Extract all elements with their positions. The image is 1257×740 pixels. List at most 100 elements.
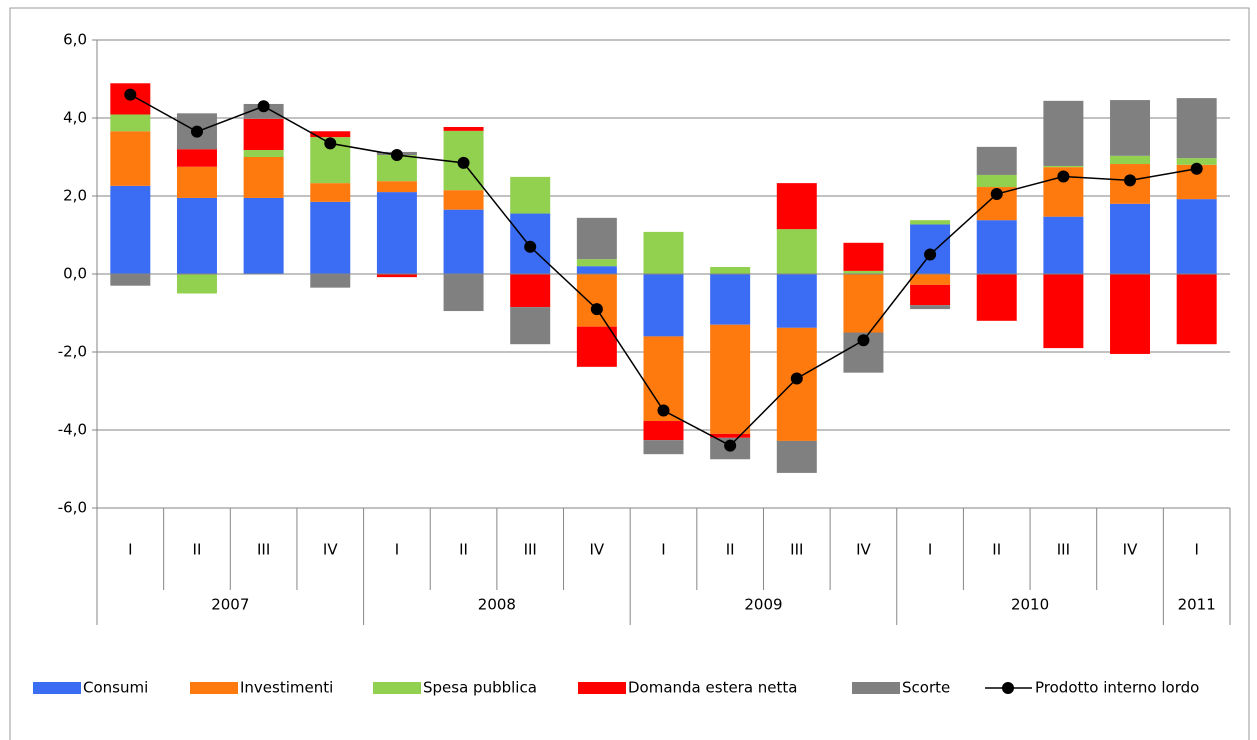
bar-segment bbox=[710, 266, 751, 274]
legend-label: Prodotto interno lordo bbox=[1035, 679, 1199, 697]
bar-segment bbox=[1110, 203, 1151, 274]
legend-label: Investimenti bbox=[240, 679, 333, 697]
bar-segment bbox=[376, 192, 417, 274]
y-tick-label: 2,0 bbox=[63, 187, 87, 205]
group-label: 2007 bbox=[211, 596, 249, 614]
bar-segment bbox=[1176, 98, 1217, 159]
bar-segment bbox=[1043, 274, 1084, 349]
bar-segment bbox=[243, 118, 284, 150]
line-point bbox=[990, 188, 1003, 201]
bar-segment bbox=[110, 274, 151, 286]
bar-segment bbox=[310, 274, 351, 288]
bar-segment bbox=[710, 274, 751, 325]
x-tick-label: I bbox=[395, 541, 399, 559]
x-tick-label: II bbox=[193, 541, 202, 559]
y-tick-label: -2,0 bbox=[58, 343, 87, 361]
x-tick-label: II bbox=[992, 541, 1001, 559]
bar-segment bbox=[176, 197, 217, 274]
x-tick-label: I bbox=[928, 541, 932, 559]
x-tick-label: III bbox=[257, 541, 270, 559]
bar-segment bbox=[1110, 100, 1151, 156]
bar-segment bbox=[376, 274, 417, 278]
bar-segment bbox=[510, 176, 551, 214]
y-tick-label: 6,0 bbox=[63, 31, 87, 49]
bar-segment bbox=[443, 274, 484, 312]
x-tick-label: II bbox=[459, 541, 468, 559]
bar-segment bbox=[110, 185, 151, 274]
line-point bbox=[524, 240, 537, 253]
bar-segment bbox=[1110, 155, 1151, 165]
line-point bbox=[1124, 174, 1137, 187]
group-label: 2010 bbox=[1011, 596, 1049, 614]
x-tick-label: IV bbox=[323, 541, 338, 559]
chart-frame bbox=[9, 7, 1250, 740]
bar-segment bbox=[376, 181, 417, 193]
bar-segment bbox=[1176, 158, 1217, 165]
line-point bbox=[1190, 162, 1203, 175]
bar-segment bbox=[443, 209, 484, 274]
bar-segment bbox=[443, 126, 484, 131]
bar-segment bbox=[1043, 216, 1084, 274]
legend-swatch bbox=[852, 682, 900, 694]
bar-segment bbox=[843, 270, 884, 274]
bar-segment bbox=[843, 274, 884, 333]
legend-label: Scorte bbox=[902, 679, 950, 697]
bar-segment bbox=[910, 220, 951, 225]
bar-segment bbox=[510, 274, 551, 308]
line-point bbox=[190, 125, 203, 138]
bar-segment bbox=[976, 146, 1017, 175]
bar-segment bbox=[910, 274, 951, 285]
line-point bbox=[857, 334, 870, 347]
bar-segment bbox=[310, 183, 351, 202]
x-tick-label: I bbox=[128, 541, 132, 559]
line-point bbox=[257, 100, 270, 113]
bar-segment bbox=[1176, 274, 1217, 345]
line-point bbox=[724, 439, 737, 452]
legend-label: Spesa pubblica bbox=[423, 679, 537, 697]
group-label: 2009 bbox=[744, 596, 782, 614]
bar-segment bbox=[576, 259, 617, 267]
bar-segment bbox=[243, 149, 284, 157]
y-tick-label: -4,0 bbox=[58, 421, 87, 439]
y-tick-label: 0,0 bbox=[63, 265, 87, 283]
bar-segment bbox=[776, 274, 817, 328]
x-tick-label: I bbox=[661, 541, 665, 559]
bar-segment bbox=[176, 166, 217, 198]
bar-segment bbox=[976, 220, 1017, 274]
bar-segment bbox=[243, 197, 284, 274]
bar-segment bbox=[110, 131, 151, 186]
legend-swatch bbox=[373, 682, 421, 694]
bar-segment bbox=[910, 284, 951, 306]
bar-segment bbox=[176, 274, 217, 294]
bar-segment bbox=[843, 242, 884, 271]
line-point bbox=[657, 404, 670, 417]
line-point bbox=[924, 248, 937, 261]
bar-segment bbox=[643, 231, 684, 274]
x-tick-label: III bbox=[524, 541, 537, 559]
x-tick-label: III bbox=[790, 541, 803, 559]
bar-segment bbox=[310, 131, 351, 138]
group-label: 2011 bbox=[1178, 596, 1216, 614]
line-point bbox=[590, 303, 603, 316]
x-tick-label: IV bbox=[856, 541, 871, 559]
bar-segment bbox=[643, 421, 684, 441]
x-tick-label: IV bbox=[1123, 541, 1138, 559]
x-tick-label: II bbox=[726, 541, 735, 559]
y-tick-label: 4,0 bbox=[63, 109, 87, 127]
bar-segment bbox=[710, 433, 751, 438]
bar-segment bbox=[443, 190, 484, 210]
legend-swatch bbox=[578, 682, 626, 694]
line-point bbox=[124, 88, 137, 101]
bar-segment bbox=[776, 183, 817, 230]
line-point bbox=[1057, 170, 1070, 183]
bar-segment bbox=[1110, 274, 1151, 354]
y-tick-label: -6,0 bbox=[58, 499, 87, 517]
legend-swatch bbox=[190, 682, 238, 694]
bar-segment bbox=[243, 157, 284, 198]
legend-label: Consumi bbox=[83, 679, 148, 697]
bar-segment bbox=[976, 174, 1017, 188]
bar-segment bbox=[1043, 100, 1084, 166]
x-tick-label: III bbox=[1057, 541, 1070, 559]
